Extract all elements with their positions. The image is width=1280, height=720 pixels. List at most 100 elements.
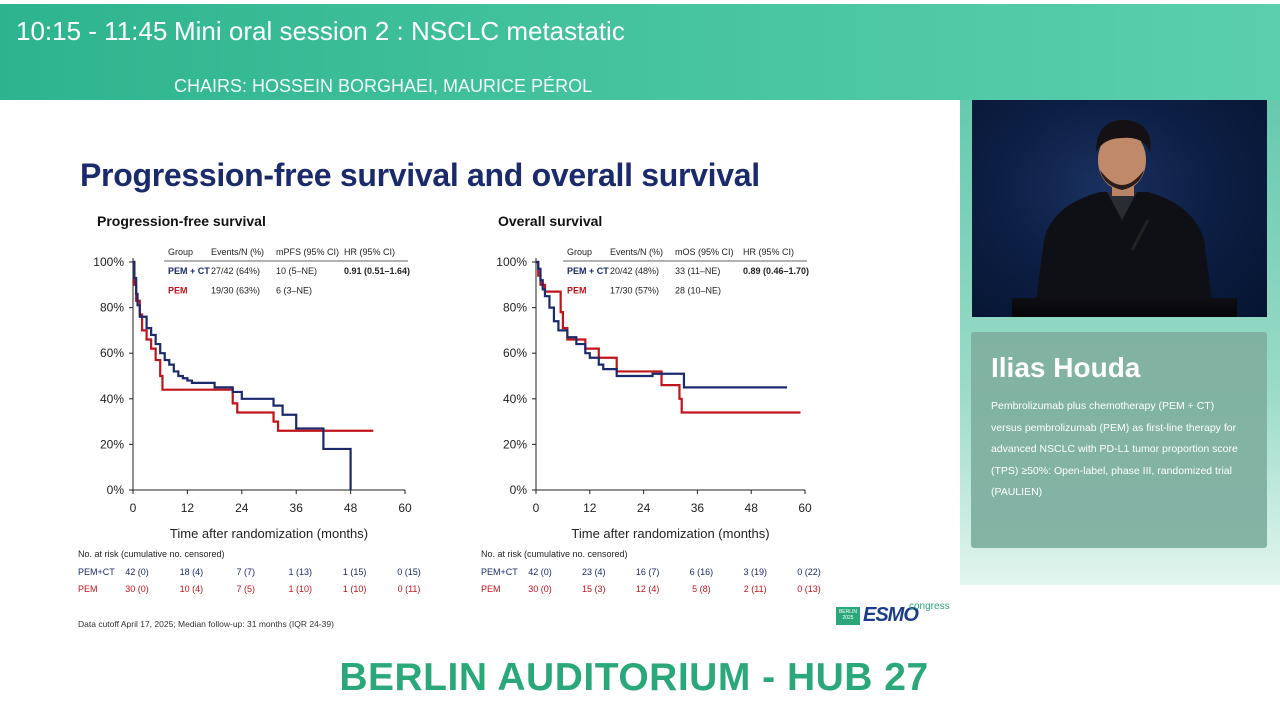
pfs-at-risk-group: PEM (78, 584, 98, 594)
speaker-figure (1012, 120, 1237, 317)
os-at-risk-value: 12 (4) (636, 584, 660, 594)
os-km-curve-pem-ct (536, 260, 788, 389)
os-x-tick-label: 0 (533, 501, 540, 515)
pfs-table-cell: 6 (3–NE) (276, 286, 312, 296)
os-y-tick-label: 80% (503, 301, 527, 315)
pfs-y-tick-label: 20% (100, 437, 124, 451)
os-at-risk-value: 5 (8) (692, 584, 711, 594)
pfs-x-axis-label: Time after randomization (months) (170, 526, 368, 541)
pfs-table-header: Group (168, 247, 193, 257)
os-table-cell: 28 (10–NE) (675, 286, 721, 296)
pfs-at-risk-value: 18 (4) (180, 567, 204, 577)
os-table-header: mOS (95% CI) (675, 247, 734, 257)
pfs-at-risk-value: 1 (15) (343, 567, 367, 577)
pfs-table-header: HR (95% CI) (344, 247, 395, 257)
pfs-x-tick-label: 12 (181, 501, 195, 515)
session-chairs: CHAIRS: HOSSEIN BORGHAEI, MAURICE PÉROL (174, 76, 593, 96)
pfs-at-risk-value: 0 (11) (398, 584, 421, 594)
os-at-risk-value: 0 (13) (797, 584, 821, 594)
pfs-table-header: mPFS (95% CI) (276, 247, 339, 257)
os-x-tick-label: 12 (583, 501, 597, 515)
pfs-y-tick-label: 0% (107, 483, 125, 497)
os-table-cell: 17/30 (57%) (610, 286, 659, 296)
os-y-tick-label: 60% (503, 346, 527, 360)
pfs-table-cell: 19/30 (63%) (211, 286, 260, 296)
speaker-info-card: Ilias Houda Pembrolizumab plus chemother… (971, 332, 1267, 548)
os-at-risk-label: No. at risk (cumulative no. censored) (481, 549, 628, 559)
km-charts: 0% 20% 40% 60% 80% 100% 0 12 24 36 48 60 Time after … (78, 247, 821, 594)
pfs-km-curve-pem (133, 260, 374, 432)
os-x-tick-label: 24 (637, 501, 651, 515)
esmo-wordmark: ESMO (863, 604, 919, 626)
os-at-risk-value: 6 (16) (690, 567, 714, 577)
pfs-table-cell: 27/42 (64%) (211, 266, 260, 276)
pfs-at-risk-value: 1 (10) (288, 584, 312, 594)
pfs-at-risk-value: 7 (5) (237, 584, 256, 594)
os-at-risk-value: 42 (0) (528, 567, 552, 577)
pfs-x-tick-label: 60 (398, 501, 412, 515)
os-y-tick-label: 100% (496, 255, 527, 269)
os-x-tick-label: 36 (691, 501, 705, 515)
os-table-header: Events/N (%) (610, 247, 663, 257)
pfs-at-risk-value: 10 (4) (180, 584, 204, 594)
pfs-y-tick-label: 40% (100, 392, 124, 406)
pfs-at-risk-value: 42 (0) (125, 567, 149, 577)
pfs-x-tick-label: 48 (344, 501, 358, 515)
os-table-cell: 20/42 (48%) (610, 266, 659, 276)
os-y-tick-label: 40% (503, 392, 527, 406)
os-at-risk-value: 15 (3) (582, 584, 606, 594)
os-y-tick-label: 0% (510, 483, 528, 497)
data-cutoff-footnote: Data cutoff April 17, 2025; Median follo… (78, 619, 334, 629)
speaker-name: Ilias Houda (991, 352, 1141, 383)
talk-title: Pembrolizumab plus chemotherapy (PEM + C… (991, 400, 1238, 498)
pfs-table-cell: 0.91 (0.51–1.64) (344, 266, 410, 276)
os-at-risk-value: 0 (22) (797, 567, 821, 577)
esmo-congress-label: congress (909, 601, 950, 612)
slide-title: Progression-free survival and overall su… (80, 157, 760, 193)
pfs-at-risk-label: No. at risk (cumulative no. censored) (78, 549, 225, 559)
os-y-tick-label: 20% (503, 437, 527, 451)
pfs-table-header: Events/N (%) (211, 247, 264, 257)
os-table-cell: PEM + CT (567, 266, 609, 276)
pfs-x-tick-label: 0 (130, 501, 137, 515)
pfs-at-risk-value: 7 (7) (237, 567, 256, 577)
pfs-at-risk-value: 1 (13) (288, 567, 312, 577)
os-x-tick-label: 60 (798, 501, 812, 515)
os-at-risk-value: 3 (19) (743, 567, 767, 577)
pfs-x-tick-label: 36 (290, 501, 304, 515)
pfs-at-risk-value: 1 (10) (343, 584, 367, 594)
os-x-tick-label: 48 (745, 501, 759, 515)
pfs-panel-title: Progression-free survival (97, 213, 266, 229)
os-x-axis-label: Time after randomization (months) (571, 526, 769, 541)
pfs-km-curve-pem-ct (133, 260, 352, 490)
os-table-header: Group (567, 247, 592, 257)
session-header-bar: 10:15 - 11:45 Mini oral session 2 : NSCL… (0, 4, 1280, 100)
pfs-at-risk-value: 30 (0) (125, 584, 149, 594)
pfs-x-tick-label: 24 (235, 501, 249, 515)
pfs-table-cell: PEM + CT (168, 266, 210, 276)
esmo-congress-logo: BERLIN 2025 ESMO congress (836, 601, 950, 627)
os-km-curve-pem (536, 260, 801, 414)
pfs-at-risk-value: 0 (15) (397, 567, 421, 577)
pfs-table-cell: 10 (5–NE) (276, 266, 317, 276)
os-at-risk-value: 2 (11) (744, 584, 767, 594)
os-at-risk-value: 23 (4) (582, 567, 606, 577)
location-banner: BERLIN AUDITORIUM - HUB 27 (339, 656, 929, 699)
os-table-cell: 0.89 (0.46–1.70) (743, 266, 809, 276)
esmo-berlin-badge: BERLIN 2025 (836, 607, 860, 625)
os-at-risk-value: 30 (0) (528, 584, 552, 594)
session-title: Mini oral session 2 : NSCLC metastatic (174, 16, 625, 46)
os-table-cell: 33 (11–NE) (675, 266, 720, 276)
os-table-cell: PEM (567, 286, 587, 296)
os-at-risk-value: 16 (7) (636, 567, 660, 577)
pfs-at-risk-group: PEM+CT (78, 567, 115, 577)
os-at-risk-group: PEM+CT (481, 567, 518, 577)
pfs-y-tick-label: 60% (100, 346, 124, 360)
session-time: 10:15 - 11:45 (16, 16, 168, 46)
os-at-risk-group: PEM (481, 584, 501, 594)
os-table-header: HR (95% CI) (743, 247, 794, 257)
pfs-table-cell: PEM (168, 286, 188, 296)
os-panel-title: Overall survival (498, 213, 603, 229)
pfs-y-tick-label: 80% (100, 301, 124, 315)
pfs-y-tick-label: 100% (93, 255, 124, 269)
